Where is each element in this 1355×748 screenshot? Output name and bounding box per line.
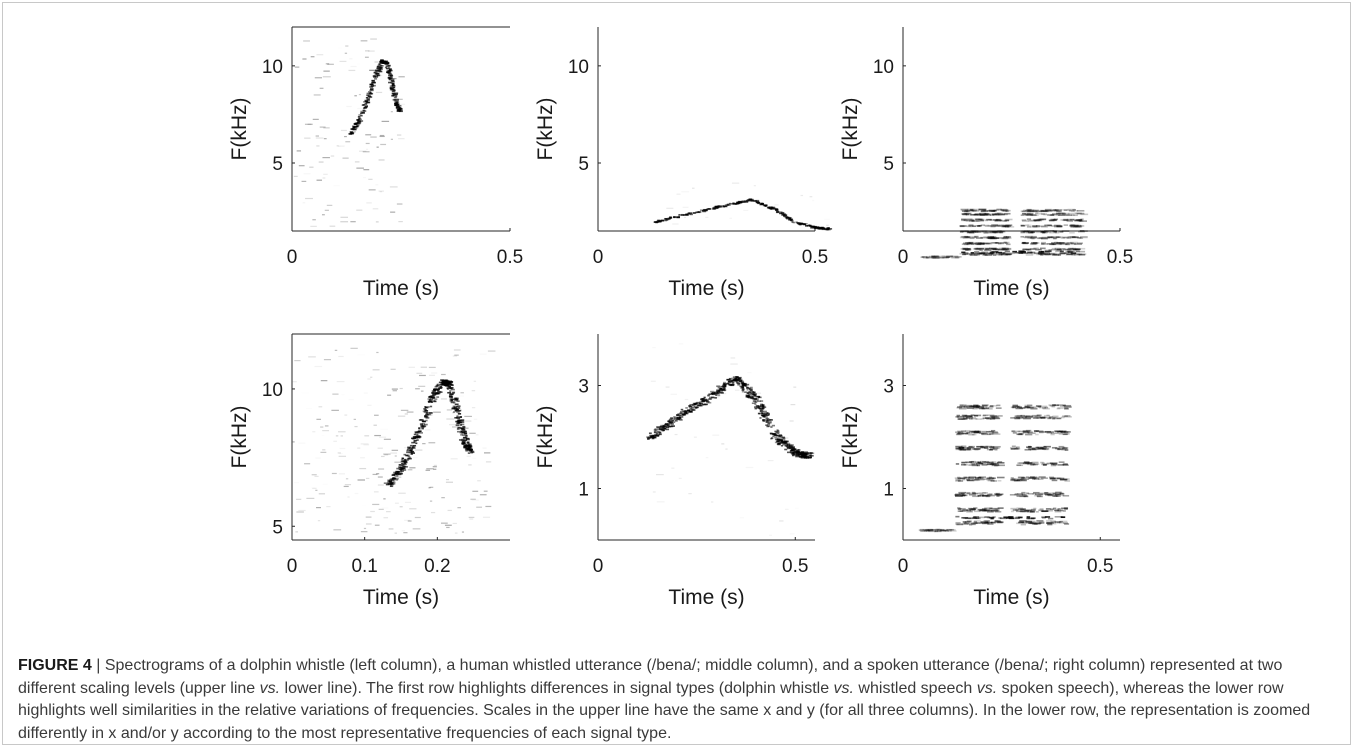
y-tick-label: 5 <box>883 154 894 175</box>
spectrogram-image <box>918 404 1072 533</box>
x-axis-label: Time (s) <box>668 277 744 300</box>
spectrogram-panel-row2-col1: 0 0.1 0.2 5 10 Time (s) F(kHz) <box>228 333 510 609</box>
spectrogram-image <box>292 347 496 534</box>
caption-segment: spoken speech), whereas the lower row hi… <box>18 679 1311 742</box>
y-tick-label: 5 <box>272 154 283 175</box>
x-axis-label: Time (s) <box>668 586 744 609</box>
x-tick-label: 0 <box>898 556 909 577</box>
y-axis-label: F(kHz) <box>534 98 557 161</box>
figure-caption: FIGURE 4 | Spectrograms of a dolphin whi… <box>18 655 1338 745</box>
x-tick-label: 0.2 <box>424 556 450 577</box>
spectrogram-image <box>920 208 1089 259</box>
spectrogram-image <box>653 182 833 231</box>
caption-segment: lower line). The first row highlights di… <box>280 679 834 697</box>
spectrogram-panel-row1-col1: 0 0.5 5 10 Time (s) F(kHz) <box>228 26 523 300</box>
x-tick-label: 0 <box>287 247 298 268</box>
x-axis-label: Time (s) <box>363 586 439 609</box>
y-tick-label: 5 <box>272 517 283 538</box>
x-tick-label: 0 <box>287 556 298 577</box>
x-tick-label: 0.5 <box>802 247 828 268</box>
y-tick-label: 10 <box>568 57 589 78</box>
x-tick-label: 0.5 <box>1107 247 1133 268</box>
spectrogram-panel-row1-col3: 0 0.5 5 10 Time (s) F(kHz) <box>839 27 1133 300</box>
x-tick-label: 0 <box>898 247 909 268</box>
x-tick-label: 0 <box>593 247 604 268</box>
y-axis-label: F(kHz) <box>839 406 862 469</box>
x-tick-label: 0.1 <box>351 556 377 577</box>
y-tick-label: 10 <box>262 380 283 401</box>
caption-segment: whistled speech <box>853 679 977 697</box>
x-tick-label: 0 <box>593 556 604 577</box>
spectrogram-panel-row2-col3: 0 0.5 1 3 Time (s) F(kHz) <box>839 334 1120 609</box>
y-axis-label: F(kHz) <box>839 98 862 161</box>
x-tick-label: 0.5 <box>497 247 523 268</box>
label-separator: | <box>91 657 105 674</box>
x-tick-label: 0.5 <box>1087 556 1113 577</box>
spectrogram-panel-row1-col2: 0 0.5 5 10 Time (s) F(kHz) <box>534 27 833 300</box>
caption-italic-vs: vs. <box>259 679 281 697</box>
y-tick-label: 3 <box>578 377 589 398</box>
y-axis-label: F(kHz) <box>534 406 557 469</box>
x-axis-label: Time (s) <box>363 277 439 300</box>
figure-label: FIGURE 4 <box>18 657 92 674</box>
y-tick-label: 10 <box>873 57 894 78</box>
y-axis-label: F(kHz) <box>228 98 251 161</box>
x-axis-label: Time (s) <box>973 277 1049 300</box>
caption-text: Spectrograms of a dolphin whistle (left … <box>18 657 1310 742</box>
spectrogram-image <box>646 357 815 536</box>
y-tick-label: 1 <box>578 480 589 501</box>
caption-italic-vs: vs. <box>976 679 998 697</box>
spectrogram-panel-row2-col2: 0 0.5 1 3 Time (s) F(kHz) <box>534 334 815 609</box>
x-axis-label: Time (s) <box>973 586 1049 609</box>
y-tick-label: 3 <box>883 377 894 398</box>
y-tick-label: 5 <box>578 154 589 175</box>
y-axis-label: F(kHz) <box>228 406 251 469</box>
caption-segment: Spectrograms of a dolphin whistle (left … <box>18 657 1283 697</box>
caption-italic-vs: vs. <box>833 679 854 697</box>
x-tick-label: 0.5 <box>782 556 808 577</box>
y-tick-label: 10 <box>262 57 283 78</box>
y-tick-label: 1 <box>883 480 894 501</box>
spectrogram-image <box>293 38 406 227</box>
